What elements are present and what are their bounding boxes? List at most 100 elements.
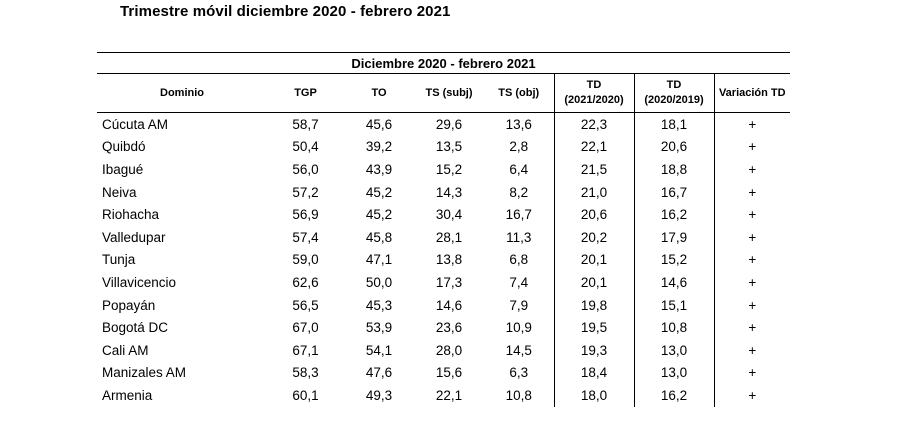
- cell-td-2021-2020: 19,3: [553, 338, 635, 362]
- cell-ts-obj: 7,9: [509, 297, 529, 313]
- cell-td-2020-2019: 13,0: [634, 338, 715, 362]
- cell-ts-subj: 13,8: [435, 252, 463, 268]
- cell-to: 47,6: [365, 365, 393, 381]
- cell-td-2021-2020: 18,4: [553, 361, 635, 385]
- cell-td-2020-2019: 15,2: [634, 248, 715, 272]
- cell-td-2020-2019: 14,6: [634, 271, 715, 294]
- cell-td-2021-2020: 19,8: [553, 293, 635, 317]
- table-row: Villavicencio 62,6 50,0 17,3 7,4 20,1 14,6 +: [97, 271, 790, 294]
- cell-dominio: Armenia: [102, 387, 153, 403]
- cell-ts-subj: 15,2: [435, 161, 463, 177]
- cell-ts-subj: 28,0: [435, 342, 463, 358]
- cell-to: 49,3: [365, 387, 393, 403]
- cell-tgp: 58,7: [292, 116, 319, 132]
- table-row: Armenia 60,1 49,3 22,1 10,8 18,0 16,2 +: [97, 384, 790, 407]
- cell-td-2021-2020: 21,5: [553, 158, 635, 181]
- cell-tgp: 67,1: [292, 342, 319, 358]
- labor-market-table: Diciembre 2020 - febrero 2021 Dominio TG…: [97, 52, 791, 407]
- cell-tgp: 58,3: [292, 365, 319, 381]
- cell-td-2021-2020: 20,1: [553, 271, 635, 294]
- cell-variacion-td: +: [748, 297, 757, 313]
- cell-td-2021-2020: 20,2: [553, 225, 635, 249]
- cell-ts-subj: 30,4: [435, 207, 463, 223]
- header-dominio: Dominio: [97, 73, 267, 113]
- cell-tgp: 56,0: [292, 161, 319, 177]
- table-row: Quibdó 50,4 39,2 13,5 2,8 22,1 20,6 +: [97, 135, 790, 159]
- cell-variacion-td: +: [748, 342, 757, 358]
- cell-to: 45,2: [365, 184, 393, 200]
- cell-tgp: 56,5: [292, 297, 319, 313]
- period-label: Diciembre 2020 - febrero 2021: [97, 52, 791, 74]
- cell-ts-subj: 28,1: [435, 229, 463, 245]
- cell-ts-subj: 13,5: [435, 139, 463, 155]
- period-header-row: Diciembre 2020 - febrero 2021: [97, 52, 791, 74]
- cell-dominio: Valledupar: [102, 229, 166, 245]
- table-row: Tunja 59,0 47,1 13,8 6,8 20,1 15,2 +: [97, 248, 790, 272]
- cell-dominio: Ibagué: [102, 161, 144, 177]
- cell-ts-obj: 6,8: [509, 252, 529, 268]
- cell-variacion-td: +: [748, 387, 757, 403]
- cell-ts-obj: 14,5: [505, 342, 532, 358]
- cell-ts-obj: 6,3: [509, 365, 529, 381]
- cell-td-2020-2019: 18,8: [634, 158, 715, 181]
- cell-ts-subj: 22,1: [435, 387, 463, 403]
- cell-variacion-td: +: [748, 207, 757, 223]
- cell-variacion-td: +: [748, 161, 757, 177]
- cell-td-2020-2019: 15,1: [634, 293, 715, 317]
- cell-dominio: Villavicencio: [102, 274, 177, 290]
- cell-ts-subj: 23,6: [435, 320, 463, 336]
- cell-dominio: Tunja: [102, 252, 136, 268]
- cell-dominio: Neiva: [102, 184, 137, 200]
- cell-to: 45,6: [365, 116, 393, 132]
- cell-td-2020-2019: 18,1: [634, 112, 715, 136]
- page-title: Trimestre móvil diciembre 2020 - febrero…: [120, 3, 451, 20]
- cell-dominio: Cali AM: [102, 342, 149, 358]
- header-td-2020-sub: (2020/2019): [644, 94, 704, 106]
- cell-tgp: 57,2: [292, 184, 319, 200]
- cell-dominio: Bogotá DC: [102, 320, 169, 336]
- cell-to: 50,0: [365, 274, 393, 290]
- cell-ts-subj: 14,6: [435, 297, 463, 313]
- table-row: Cúcuta AM 58,7 45,6 29,6 13,6 22,3 18,1 +: [97, 112, 790, 136]
- labor-market-table-container: Diciembre 2020 - febrero 2021 Dominio TG…: [97, 52, 791, 407]
- cell-to: 54,1: [365, 342, 393, 358]
- cell-td-2021-2020: 18,0: [553, 384, 635, 407]
- cell-ts-obj: 10,9: [505, 320, 532, 336]
- cell-variacion-td: +: [748, 229, 757, 245]
- cell-to: 45,3: [365, 297, 393, 313]
- cell-ts-obj: 13,6: [505, 116, 532, 132]
- cell-to: 45,2: [365, 207, 393, 223]
- cell-to: 47,1: [365, 252, 393, 268]
- cell-ts-subj: 14,3: [435, 184, 463, 200]
- cell-ts-obj: 2,8: [509, 139, 529, 155]
- header-td-2021-sub: (2021/2020): [564, 94, 624, 106]
- header-td-2020-2019: TD (2020/2019): [634, 73, 715, 113]
- cell-td-2020-2019: 20,6: [634, 135, 715, 159]
- cell-tgp: 67,0: [292, 320, 319, 336]
- cell-tgp: 56,9: [292, 207, 319, 223]
- cell-tgp: 59,0: [292, 252, 319, 268]
- cell-td-2020-2019: 13,0: [634, 361, 715, 385]
- cell-ts-subj: 17,3: [435, 274, 463, 290]
- cell-ts-obj: 7,4: [509, 274, 529, 290]
- cell-variacion-td: +: [748, 274, 757, 290]
- cell-td-2021-2020: 21,0: [553, 180, 635, 204]
- cell-ts-obj: 6,4: [509, 161, 529, 177]
- cell-td-2021-2020: 20,6: [553, 203, 635, 226]
- table-body: Cúcuta AM 58,7 45,6 29,6 13,6 22,3 18,1 + Quibdó…: [97, 112, 790, 407]
- cell-td-2020-2019: 10,8: [634, 316, 715, 339]
- table-row: Neiva 57,2 45,2 14,3 8,2 21,0 16,7 +: [97, 180, 790, 204]
- header-td-2021-2020: TD (2021/2020): [553, 73, 635, 113]
- cell-dominio: Quibdó: [102, 139, 146, 155]
- cell-td-2020-2019: 16,7: [634, 180, 715, 204]
- table-row: Popayán 56,5 45,3 14,6 7,9 19,8 15,1 +: [97, 293, 790, 317]
- cell-ts-obj: 8,2: [509, 184, 529, 200]
- cell-to: 43,9: [365, 161, 393, 177]
- table-row: Cali AM 67,1 54,1 28,0 14,5 19,3 13,0 +: [97, 338, 790, 362]
- cell-dominio: Manizales AM: [102, 365, 187, 381]
- cell-tgp: 57,4: [292, 229, 319, 245]
- column-header-row: Dominio TGP TO TS (subj) TS (obj) TD (20…: [97, 73, 791, 113]
- cell-td-2020-2019: 16,2: [634, 203, 715, 226]
- table-row: Manizales AM 58,3 47,6 15,6 6,3 18,4 13,0 +: [97, 361, 790, 385]
- cell-to: 39,2: [365, 139, 393, 155]
